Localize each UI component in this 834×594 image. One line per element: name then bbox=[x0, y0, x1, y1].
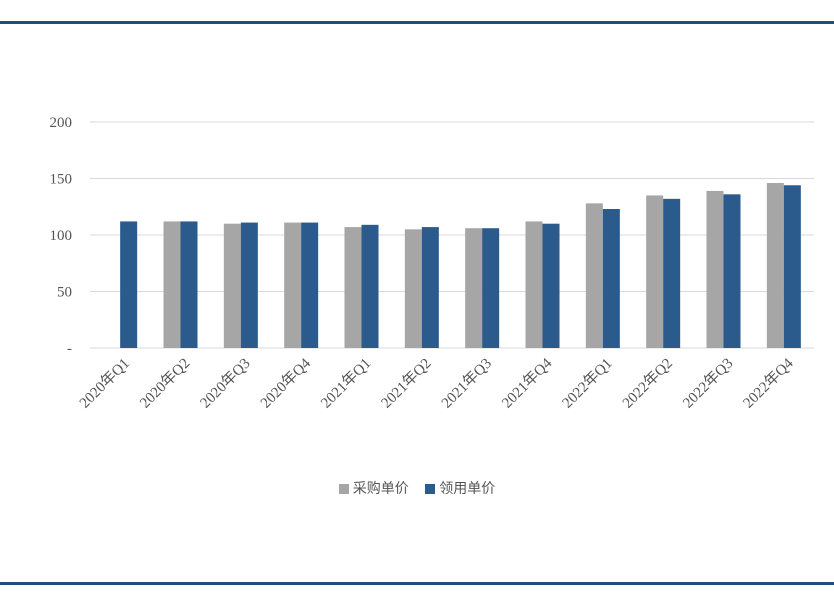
x-tick-label: 2020年Q3 bbox=[197, 355, 254, 412]
x-tick-label: 2021年Q1 bbox=[318, 355, 375, 412]
bar-purchase bbox=[585, 203, 603, 348]
bar-usage bbox=[602, 209, 620, 348]
bar-purchase bbox=[525, 221, 543, 348]
bars bbox=[120, 183, 801, 348]
bar-usage bbox=[361, 224, 379, 348]
bar-purchase bbox=[404, 229, 422, 348]
x-tick-label: 2020年Q2 bbox=[137, 355, 194, 412]
bar-purchase bbox=[223, 223, 241, 348]
x-tick-label: 2020年Q4 bbox=[257, 354, 314, 411]
bar-usage bbox=[180, 221, 198, 348]
legend-item-usage: 领用单价 bbox=[425, 478, 495, 498]
bar-purchase bbox=[163, 221, 181, 348]
x-tick-label: 2021年Q4 bbox=[499, 354, 556, 411]
y-tick-label: 50 bbox=[57, 285, 72, 301]
bottom-rule bbox=[0, 582, 834, 585]
grid-lines bbox=[90, 121, 814, 349]
y-tick-label: 200 bbox=[50, 115, 73, 131]
bar-purchase bbox=[766, 183, 784, 348]
bar-purchase bbox=[646, 195, 664, 348]
x-tick-label: 2022年Q2 bbox=[619, 355, 676, 412]
y-tick-label: 100 bbox=[50, 228, 73, 244]
x-axis-ticks: 2020年Q1 2020年Q2 2020年Q3 2020年Q4 2021年Q1 2021年… bbox=[76, 354, 797, 411]
bar-usage bbox=[723, 194, 741, 348]
x-tick-label: 2022年Q1 bbox=[559, 355, 616, 412]
bar-usage bbox=[663, 198, 681, 348]
bar-purchase bbox=[284, 222, 302, 348]
x-tick-label: 2022年Q4 bbox=[740, 354, 797, 411]
y-axis-ticks: - 50 100 150 200 bbox=[50, 115, 73, 357]
y-tick-label: - bbox=[67, 341, 72, 357]
y-tick-label: 150 bbox=[50, 172, 73, 188]
legend-swatch-usage bbox=[425, 484, 436, 494]
top-rule bbox=[0, 21, 834, 24]
bar-usage bbox=[482, 228, 500, 348]
bar-purchase bbox=[344, 227, 362, 348]
legend-label-usage: 领用单价 bbox=[439, 481, 496, 497]
bar-purchase bbox=[706, 190, 724, 348]
x-tick-label: 2021年Q3 bbox=[438, 355, 495, 412]
legend: 采购单价 领用单价 bbox=[0, 478, 834, 498]
bar-usage bbox=[421, 227, 439, 348]
x-tick-label: 2020年Q1 bbox=[76, 355, 133, 412]
bar-usage bbox=[542, 223, 560, 348]
bar-usage bbox=[240, 222, 258, 348]
legend-item-purchase: 采购单价 bbox=[338, 478, 409, 498]
bar-usage bbox=[783, 185, 801, 348]
bar-usage bbox=[301, 222, 319, 348]
x-tick-label: 2022年Q3 bbox=[680, 355, 737, 412]
legend-label-purchase: 采购单价 bbox=[352, 481, 409, 497]
bar-usage bbox=[120, 221, 138, 348]
x-tick-label: 2021年Q2 bbox=[378, 355, 435, 412]
bar-purchase bbox=[465, 228, 483, 348]
legend-swatch-purchase bbox=[338, 484, 349, 494]
